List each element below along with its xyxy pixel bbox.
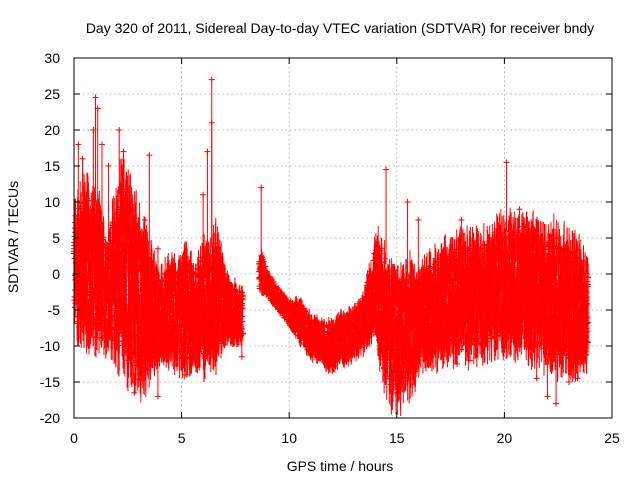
data-series — [71, 76, 592, 417]
